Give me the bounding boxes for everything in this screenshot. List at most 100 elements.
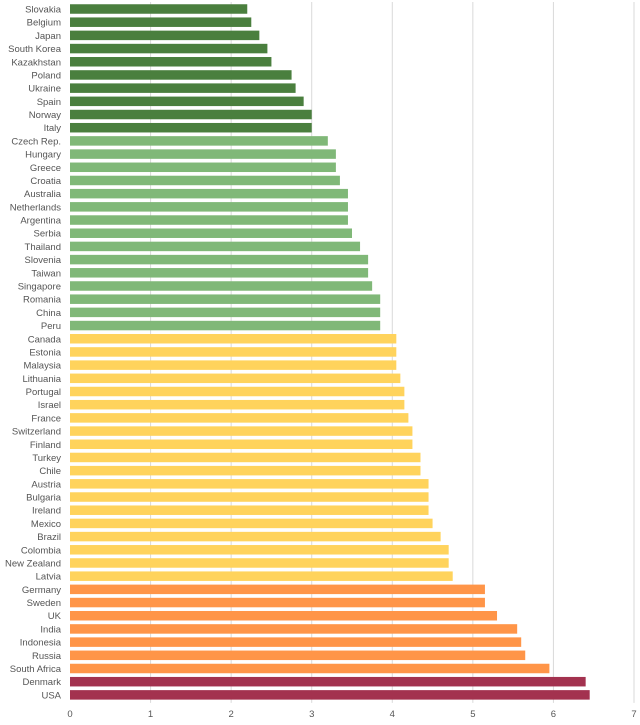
bar-netherlands: [70, 202, 348, 212]
bar-australia: [70, 188, 348, 199]
category-label: Brazil: [37, 532, 61, 543]
category-label: Belgium: [27, 18, 61, 29]
category-label: Canada: [28, 334, 62, 345]
category-label: Slovenia: [25, 255, 62, 266]
category-label: Israel: [38, 400, 61, 411]
bar-hungary: [70, 149, 336, 159]
category-label: Japan: [35, 31, 61, 42]
category-label: Argentina: [20, 216, 61, 227]
category-label: Turkey: [32, 453, 61, 464]
category-label: Estonia: [29, 347, 61, 358]
category-label: Switzerland: [12, 427, 61, 438]
x-tick-label: 4: [390, 709, 395, 720]
bar-turkey: [70, 452, 421, 463]
category-label: Slovakia: [25, 5, 62, 16]
bar-germany: [70, 584, 485, 595]
bar-spain: [70, 96, 304, 107]
category-label: Spain: [37, 97, 61, 108]
category-label: India: [40, 624, 61, 635]
bar-bulgaria: [70, 492, 429, 502]
category-label: Latvia: [36, 572, 62, 583]
category-label: Russia: [32, 651, 62, 662]
bar-south-africa: [70, 663, 550, 674]
category-label: Netherlands: [10, 202, 61, 213]
bar-malaysia: [70, 360, 397, 370]
category-label: Croatia: [30, 176, 61, 187]
bar-finland: [70, 439, 413, 450]
bar-ireland: [70, 505, 429, 515]
category-label: Denmark: [22, 677, 61, 688]
bar-argentina: [70, 215, 348, 225]
bar-croatia: [70, 175, 340, 186]
bar-new-zealand: [70, 558, 449, 568]
bar-estonia: [70, 347, 397, 357]
category-label: Thailand: [25, 242, 61, 253]
category-label: Malaysia: [24, 361, 62, 372]
category-label: Bulgaria: [26, 493, 62, 504]
category-label: Indonesia: [20, 638, 62, 649]
bar-norway: [70, 109, 312, 120]
bar-israel: [70, 399, 405, 410]
category-label: USA: [41, 690, 61, 701]
category-label: UK: [48, 611, 62, 622]
bar-sweden: [70, 597, 485, 608]
x-axis-ticks: 0 1 2 3 4 5 6 7: [67, 709, 636, 720]
category-label: Germany: [22, 585, 61, 596]
category-label: Sweden: [27, 598, 61, 609]
category-label: Mexico: [31, 519, 61, 530]
bar-china: [70, 307, 381, 318]
bar-france: [70, 413, 409, 423]
bar-colombia: [70, 545, 449, 555]
bar-russia: [70, 650, 526, 661]
bar-poland: [70, 70, 292, 80]
bar-serbia: [70, 228, 352, 238]
x-tick-label: 6: [551, 709, 556, 720]
bar-south-korea: [70, 43, 268, 54]
bars: [70, 4, 590, 700]
bar-taiwan: [70, 268, 369, 278]
bar-chile: [70, 465, 421, 476]
bar-slovenia: [70, 254, 369, 265]
category-label: Lithuania: [22, 374, 61, 385]
bar-indonesia: [70, 637, 522, 647]
category-labels: Slovakia Belgium Japan South Korea Kazakhsta…: [5, 5, 62, 702]
bar-ukraine: [70, 83, 296, 93]
bar-denmark: [70, 676, 586, 687]
bar-austria: [70, 479, 429, 489]
category-label: Chile: [39, 466, 61, 477]
category-label: South Africa: [10, 664, 62, 675]
x-tick-label: 2: [228, 709, 233, 720]
category-label: France: [31, 413, 61, 424]
category-label: Ireland: [32, 506, 61, 517]
bar-india: [70, 624, 518, 634]
category-label: Greece: [30, 163, 61, 174]
bar-latvia: [70, 571, 453, 581]
category-label: Czech Rep.: [11, 136, 61, 147]
bar-canada: [70, 334, 397, 344]
bar-portugal: [70, 386, 405, 397]
category-label: Australia: [24, 189, 62, 200]
x-tick-label: 1: [148, 709, 153, 720]
category-label: Hungary: [25, 150, 61, 161]
bar-usa: [70, 690, 590, 700]
bar-peru: [70, 320, 381, 331]
bar-switzerland: [70, 426, 413, 436]
bar-belgium: [70, 17, 252, 27]
category-label: Taiwan: [31, 268, 61, 279]
category-label: South Korea: [8, 44, 62, 55]
bar-singapore: [70, 281, 373, 291]
category-label: Portugal: [26, 387, 61, 398]
bar-romania: [70, 294, 381, 304]
bar-czech-rep-: [70, 136, 328, 146]
category-label: Romania: [23, 295, 62, 306]
category-label: Serbia: [34, 229, 62, 240]
bar-mexico: [70, 518, 433, 529]
bar-lithuania: [70, 373, 401, 384]
x-tick-label: 3: [309, 709, 314, 720]
x-tick-label: 7: [631, 709, 636, 720]
bar-greece: [70, 162, 336, 173]
bar-brazil: [70, 531, 441, 542]
x-tick-label: 5: [470, 709, 475, 720]
category-label: Peru: [41, 321, 61, 332]
